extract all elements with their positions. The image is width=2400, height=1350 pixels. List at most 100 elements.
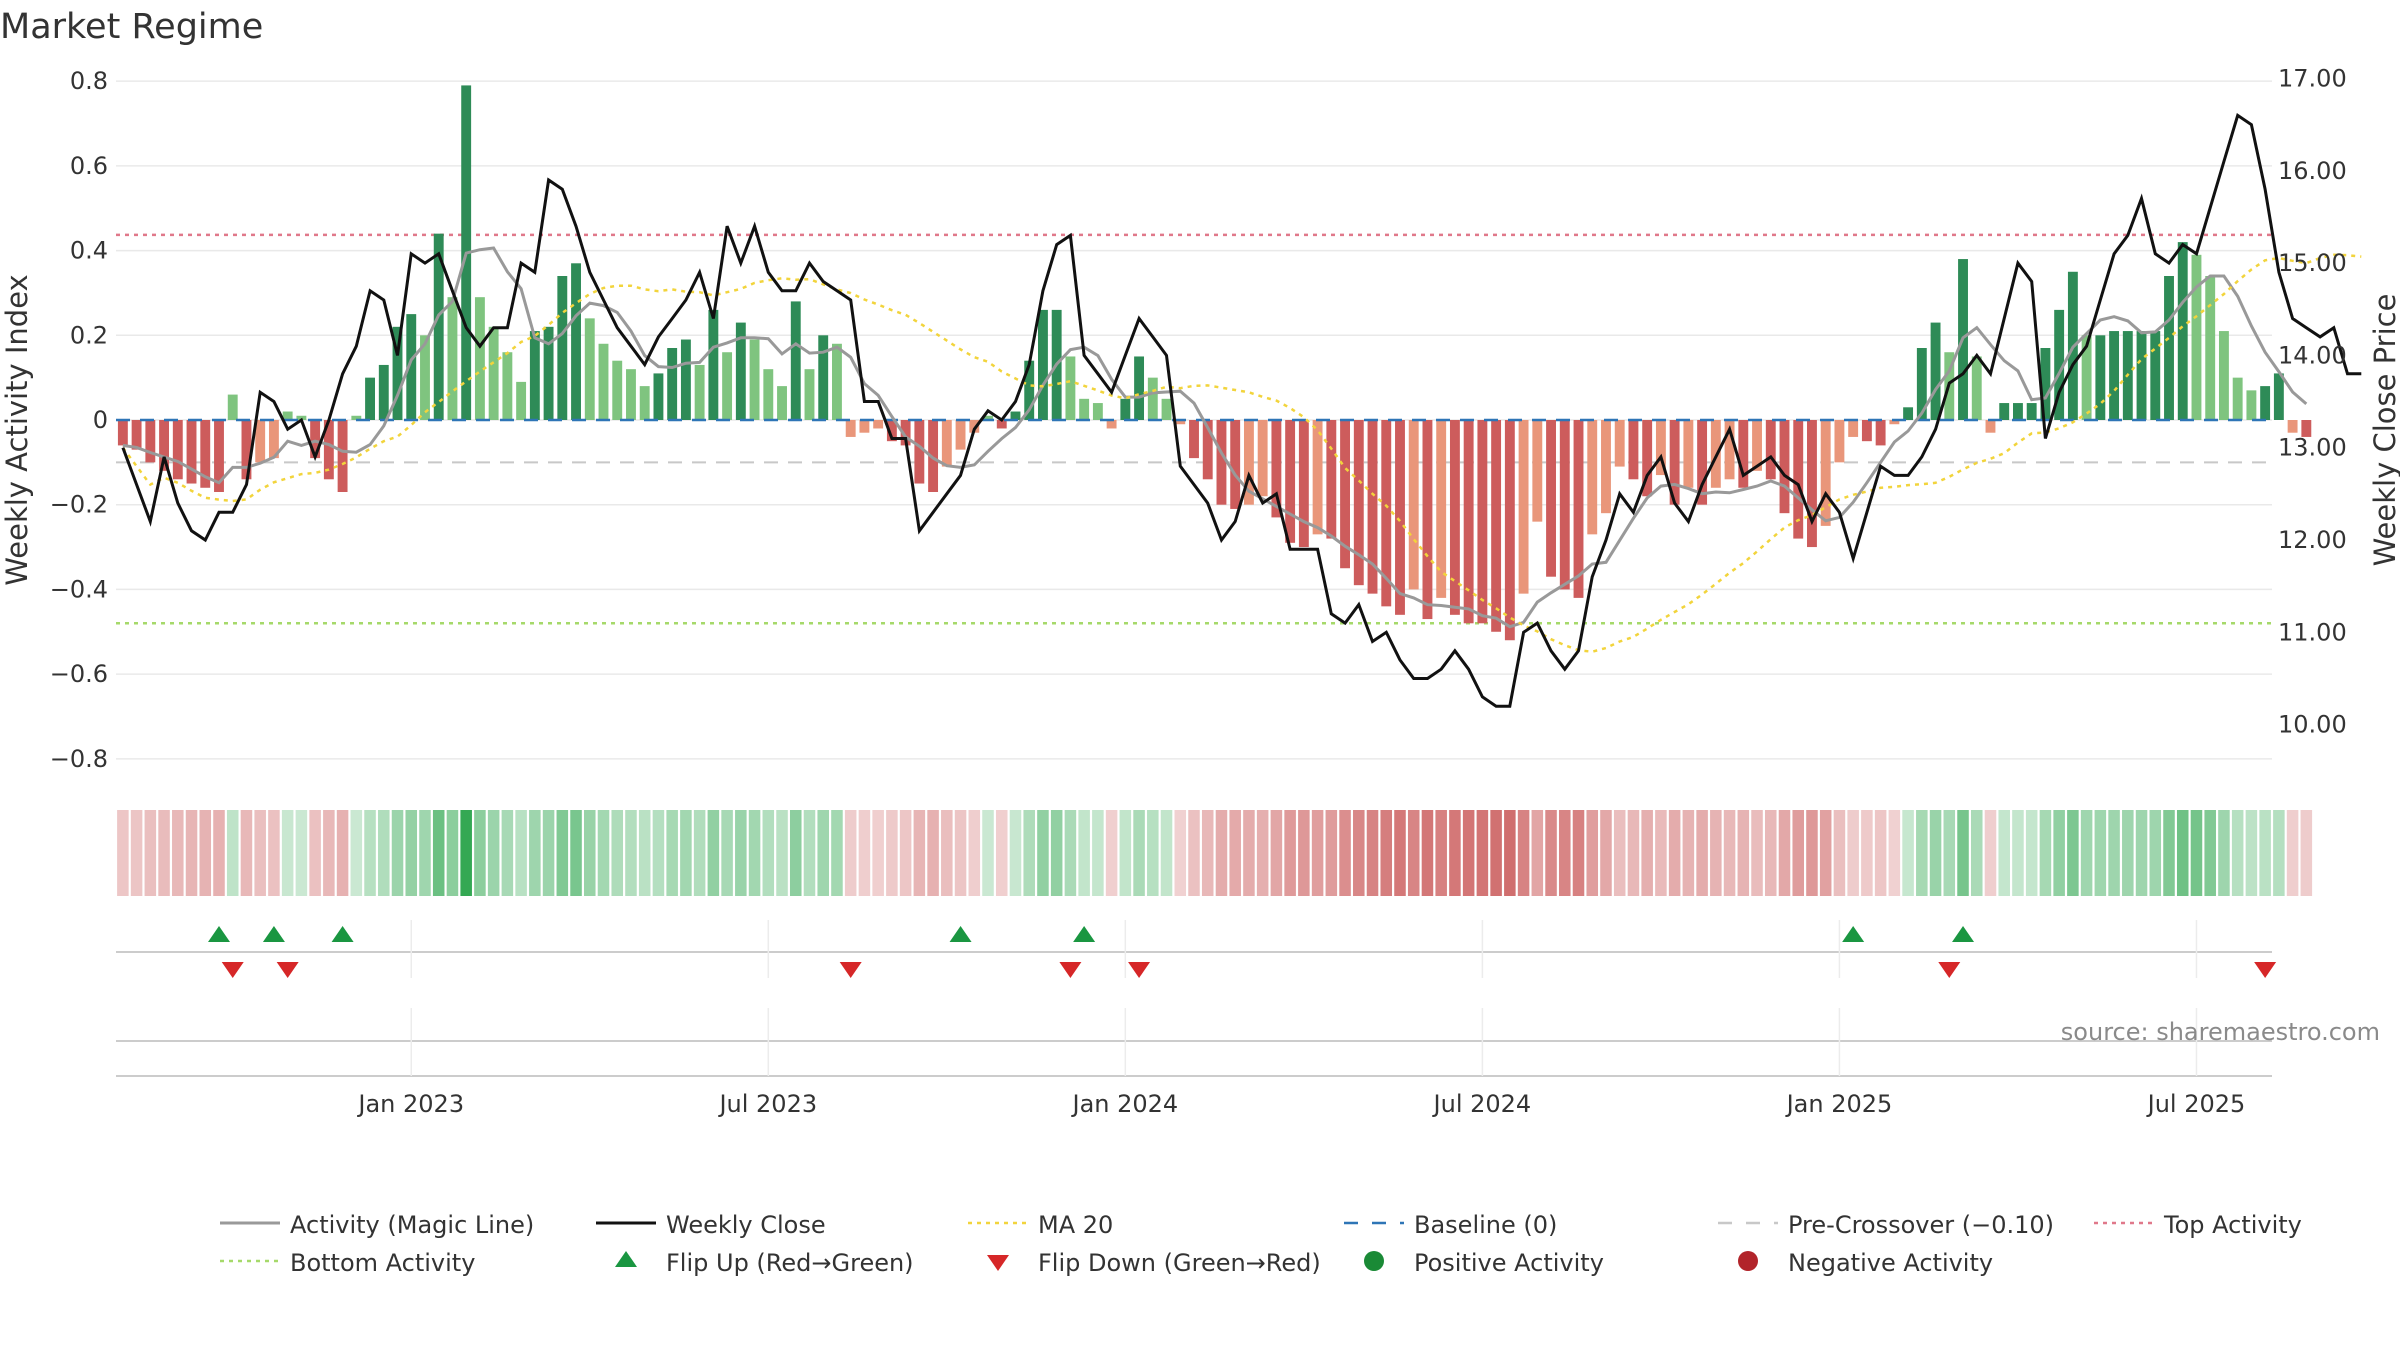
regime-cell — [721, 810, 733, 896]
legend-item: Top Activity — [2094, 1211, 2302, 1239]
regime-cell — [872, 810, 884, 896]
regime-cell — [954, 810, 967, 896]
regime-cell — [130, 810, 143, 896]
activity-bar — [1010, 411, 1021, 420]
regime-cell — [597, 810, 610, 896]
regime-cell — [1957, 810, 1969, 896]
activity-bar — [2205, 276, 2216, 420]
activity-bar — [1793, 420, 1804, 539]
activity-bar — [598, 343, 609, 420]
activity-bar — [777, 386, 787, 420]
regime-cell — [913, 810, 926, 896]
regime-cell — [1353, 810, 1365, 896]
right-axis-label: Weekly Close Price — [2368, 294, 2400, 567]
activity-bar — [626, 369, 636, 420]
activity-bar — [1655, 420, 1666, 476]
legend-label: Activity (Magic Line) — [290, 1211, 534, 1239]
regime-cell — [1078, 810, 1090, 896]
activity-bar — [612, 360, 623, 420]
regime-cell — [1421, 810, 1434, 896]
activity-bar — [131, 420, 142, 450]
flip-markers-panel — [116, 926, 2277, 978]
activity-bar — [1065, 356, 1076, 420]
activity-bar — [818, 335, 829, 420]
regime-cell — [2053, 810, 2065, 896]
regime-cell — [2135, 810, 2148, 896]
regime-cell — [1037, 810, 1049, 896]
regime-cell — [570, 810, 582, 896]
legend-label: Negative Activity — [1788, 1249, 1993, 1277]
regime-cell — [1696, 810, 1708, 896]
regime-cell — [1902, 810, 1914, 896]
regime-cell — [295, 810, 308, 896]
activity-bar — [557, 276, 568, 420]
activity-bar — [1971, 356, 1982, 420]
activity-bar — [2260, 386, 2271, 420]
regime-cell — [1325, 810, 1338, 896]
legend-label: Bottom Activity — [290, 1249, 475, 1277]
right-tick-label: 14.00 — [2278, 341, 2347, 369]
regime-cell — [378, 810, 390, 896]
regime-cell — [1929, 810, 1942, 896]
activity-bar — [2177, 242, 2188, 420]
regime-cell — [501, 810, 514, 896]
activity-bar — [159, 420, 170, 471]
regime-cell — [1572, 810, 1585, 896]
regime-cell — [2149, 810, 2162, 896]
regime-cell — [2067, 810, 2079, 896]
right-tick-label: 17.00 — [2278, 64, 2347, 92]
flip-up-marker — [1842, 926, 1865, 942]
regime-cell — [309, 810, 321, 896]
activity-bar — [1216, 420, 1227, 505]
regime-cell — [2245, 810, 2258, 896]
activity-bar — [1985, 420, 1996, 433]
activity-bar — [1381, 420, 1392, 607]
regime-cell — [2039, 810, 2052, 896]
regime-cell — [1435, 810, 1447, 896]
activity-bar — [172, 420, 183, 480]
regime-cell — [1874, 810, 1887, 896]
activity-bar — [571, 263, 581, 420]
regime-cell — [941, 810, 953, 896]
regime-cell — [666, 810, 678, 896]
activity-bar — [1628, 420, 1639, 480]
regime-cell — [2025, 810, 2038, 896]
regime-cell — [281, 810, 294, 896]
regime-cell — [364, 810, 376, 896]
activity-bar — [1463, 420, 1474, 624]
regime-cell — [2190, 810, 2203, 896]
activity-bar — [1875, 420, 1886, 446]
activity-bar — [447, 297, 458, 420]
x-tick-label: Jan 2023 — [356, 1090, 464, 1118]
weekly-close-line — [121, 113, 2362, 708]
activity-bar — [2218, 331, 2229, 420]
regime-cell — [1407, 810, 1420, 896]
legend-label: Baseline (0) — [1414, 1211, 1557, 1239]
regime-cell — [1819, 810, 1832, 896]
activity-bar — [351, 415, 362, 420]
regime-cell — [185, 810, 198, 896]
activity-bar — [1312, 420, 1323, 535]
activity-bar — [2109, 331, 2120, 420]
activity-bar — [268, 420, 279, 459]
regime-cell — [693, 810, 706, 896]
flip-up-marker — [1952, 926, 1975, 942]
regime-cell — [199, 810, 212, 896]
regime-cell — [1888, 810, 1901, 896]
regime-cell — [117, 810, 129, 896]
activity-bar — [296, 415, 307, 420]
activity-bar — [1367, 420, 1378, 594]
activity-bar — [516, 381, 527, 420]
activity-bar — [2232, 377, 2243, 420]
legend-label: Pre-Crossover (−0.10) — [1788, 1211, 2054, 1239]
regime-cell — [158, 810, 170, 896]
left-tick-label: −0.8 — [50, 745, 108, 773]
legend-item: Activity (Magic Line) — [220, 1211, 534, 1239]
legend-label: Top Activity — [2163, 1211, 2302, 1239]
regime-cell — [831, 810, 843, 896]
legend-label: Positive Activity — [1414, 1249, 1604, 1277]
left-tick-label: −0.4 — [50, 575, 108, 603]
activity-bar — [969, 420, 980, 433]
regime-cell — [1023, 810, 1035, 896]
activity-bar — [117, 420, 128, 446]
